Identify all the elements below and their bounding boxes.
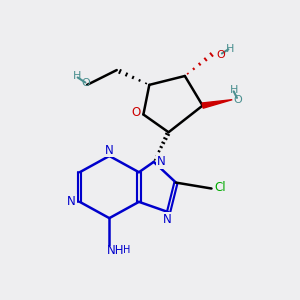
Text: H: H: [230, 85, 238, 95]
Text: Cl: Cl: [214, 181, 226, 194]
Text: H: H: [73, 71, 81, 81]
Polygon shape: [202, 100, 232, 108]
Text: O: O: [131, 106, 141, 119]
Text: N: N: [67, 195, 76, 208]
Text: H: H: [123, 245, 131, 255]
Text: O: O: [81, 78, 90, 88]
Text: NH: NH: [107, 244, 124, 256]
Text: O: O: [233, 95, 242, 105]
Text: N: N: [157, 155, 166, 168]
Text: N: N: [105, 143, 114, 157]
Text: N: N: [163, 213, 172, 226]
Text: O: O: [217, 50, 225, 60]
Text: H: H: [226, 44, 234, 54]
